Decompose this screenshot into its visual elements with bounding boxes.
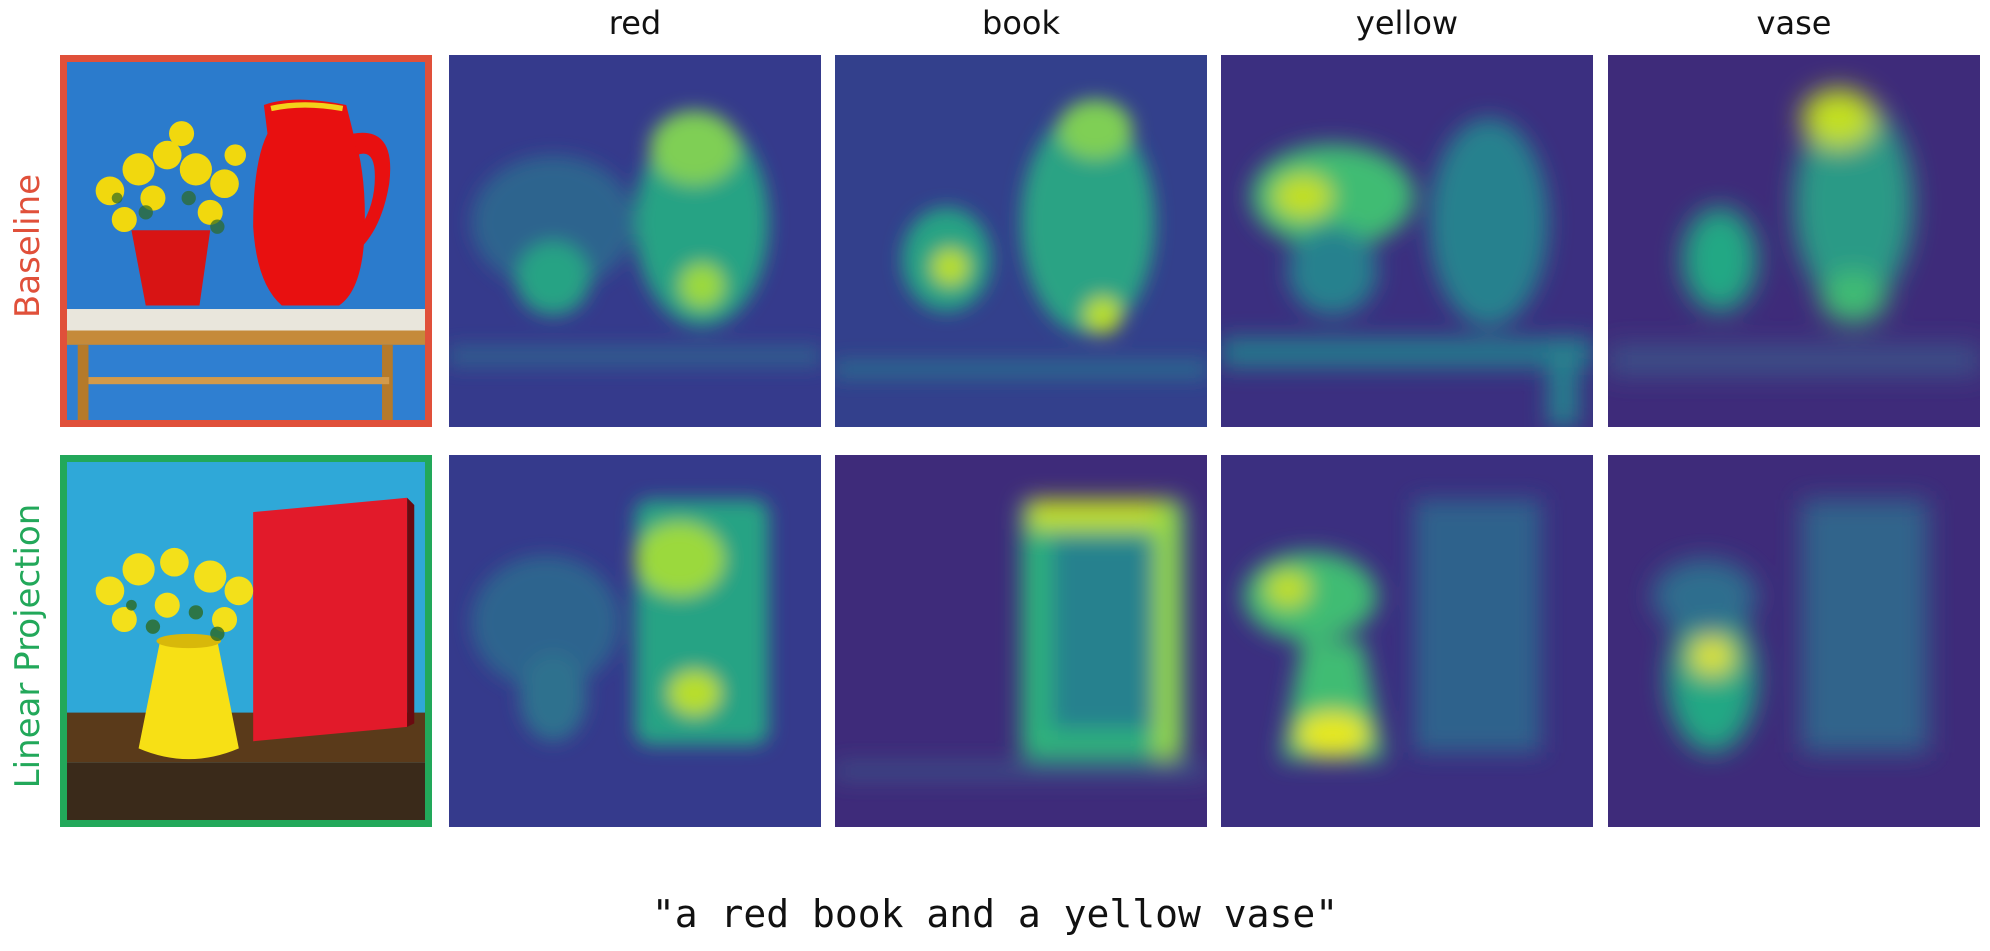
baseline-attention-map-red — [449, 55, 821, 427]
linear-projection-generated-image — [60, 455, 432, 827]
column-header-vase: vase — [1756, 4, 1832, 42]
baseline-attention-map-yellow — [1221, 55, 1593, 427]
column-header-red: red — [608, 4, 662, 42]
linear-projection-attention-map-yellow — [1221, 455, 1593, 827]
linear-projection-attention-map-book — [835, 455, 1207, 827]
column-header-yellow: yellow — [1355, 4, 1459, 42]
baseline-attention-map-vase — [1608, 55, 1980, 427]
row-label-baseline: Baseline — [8, 173, 48, 319]
figure-caption: "a red book and a yellow vase" — [651, 892, 1339, 936]
baseline-generated-image — [60, 55, 432, 427]
column-header-book: book — [982, 4, 1060, 42]
linear-projection-attention-map-red — [449, 455, 821, 827]
baseline-attention-map-book — [835, 55, 1207, 427]
linear-projection-attention-map-vase — [1608, 455, 1980, 827]
row-label-linear-projection: Linear Projection — [8, 503, 48, 789]
